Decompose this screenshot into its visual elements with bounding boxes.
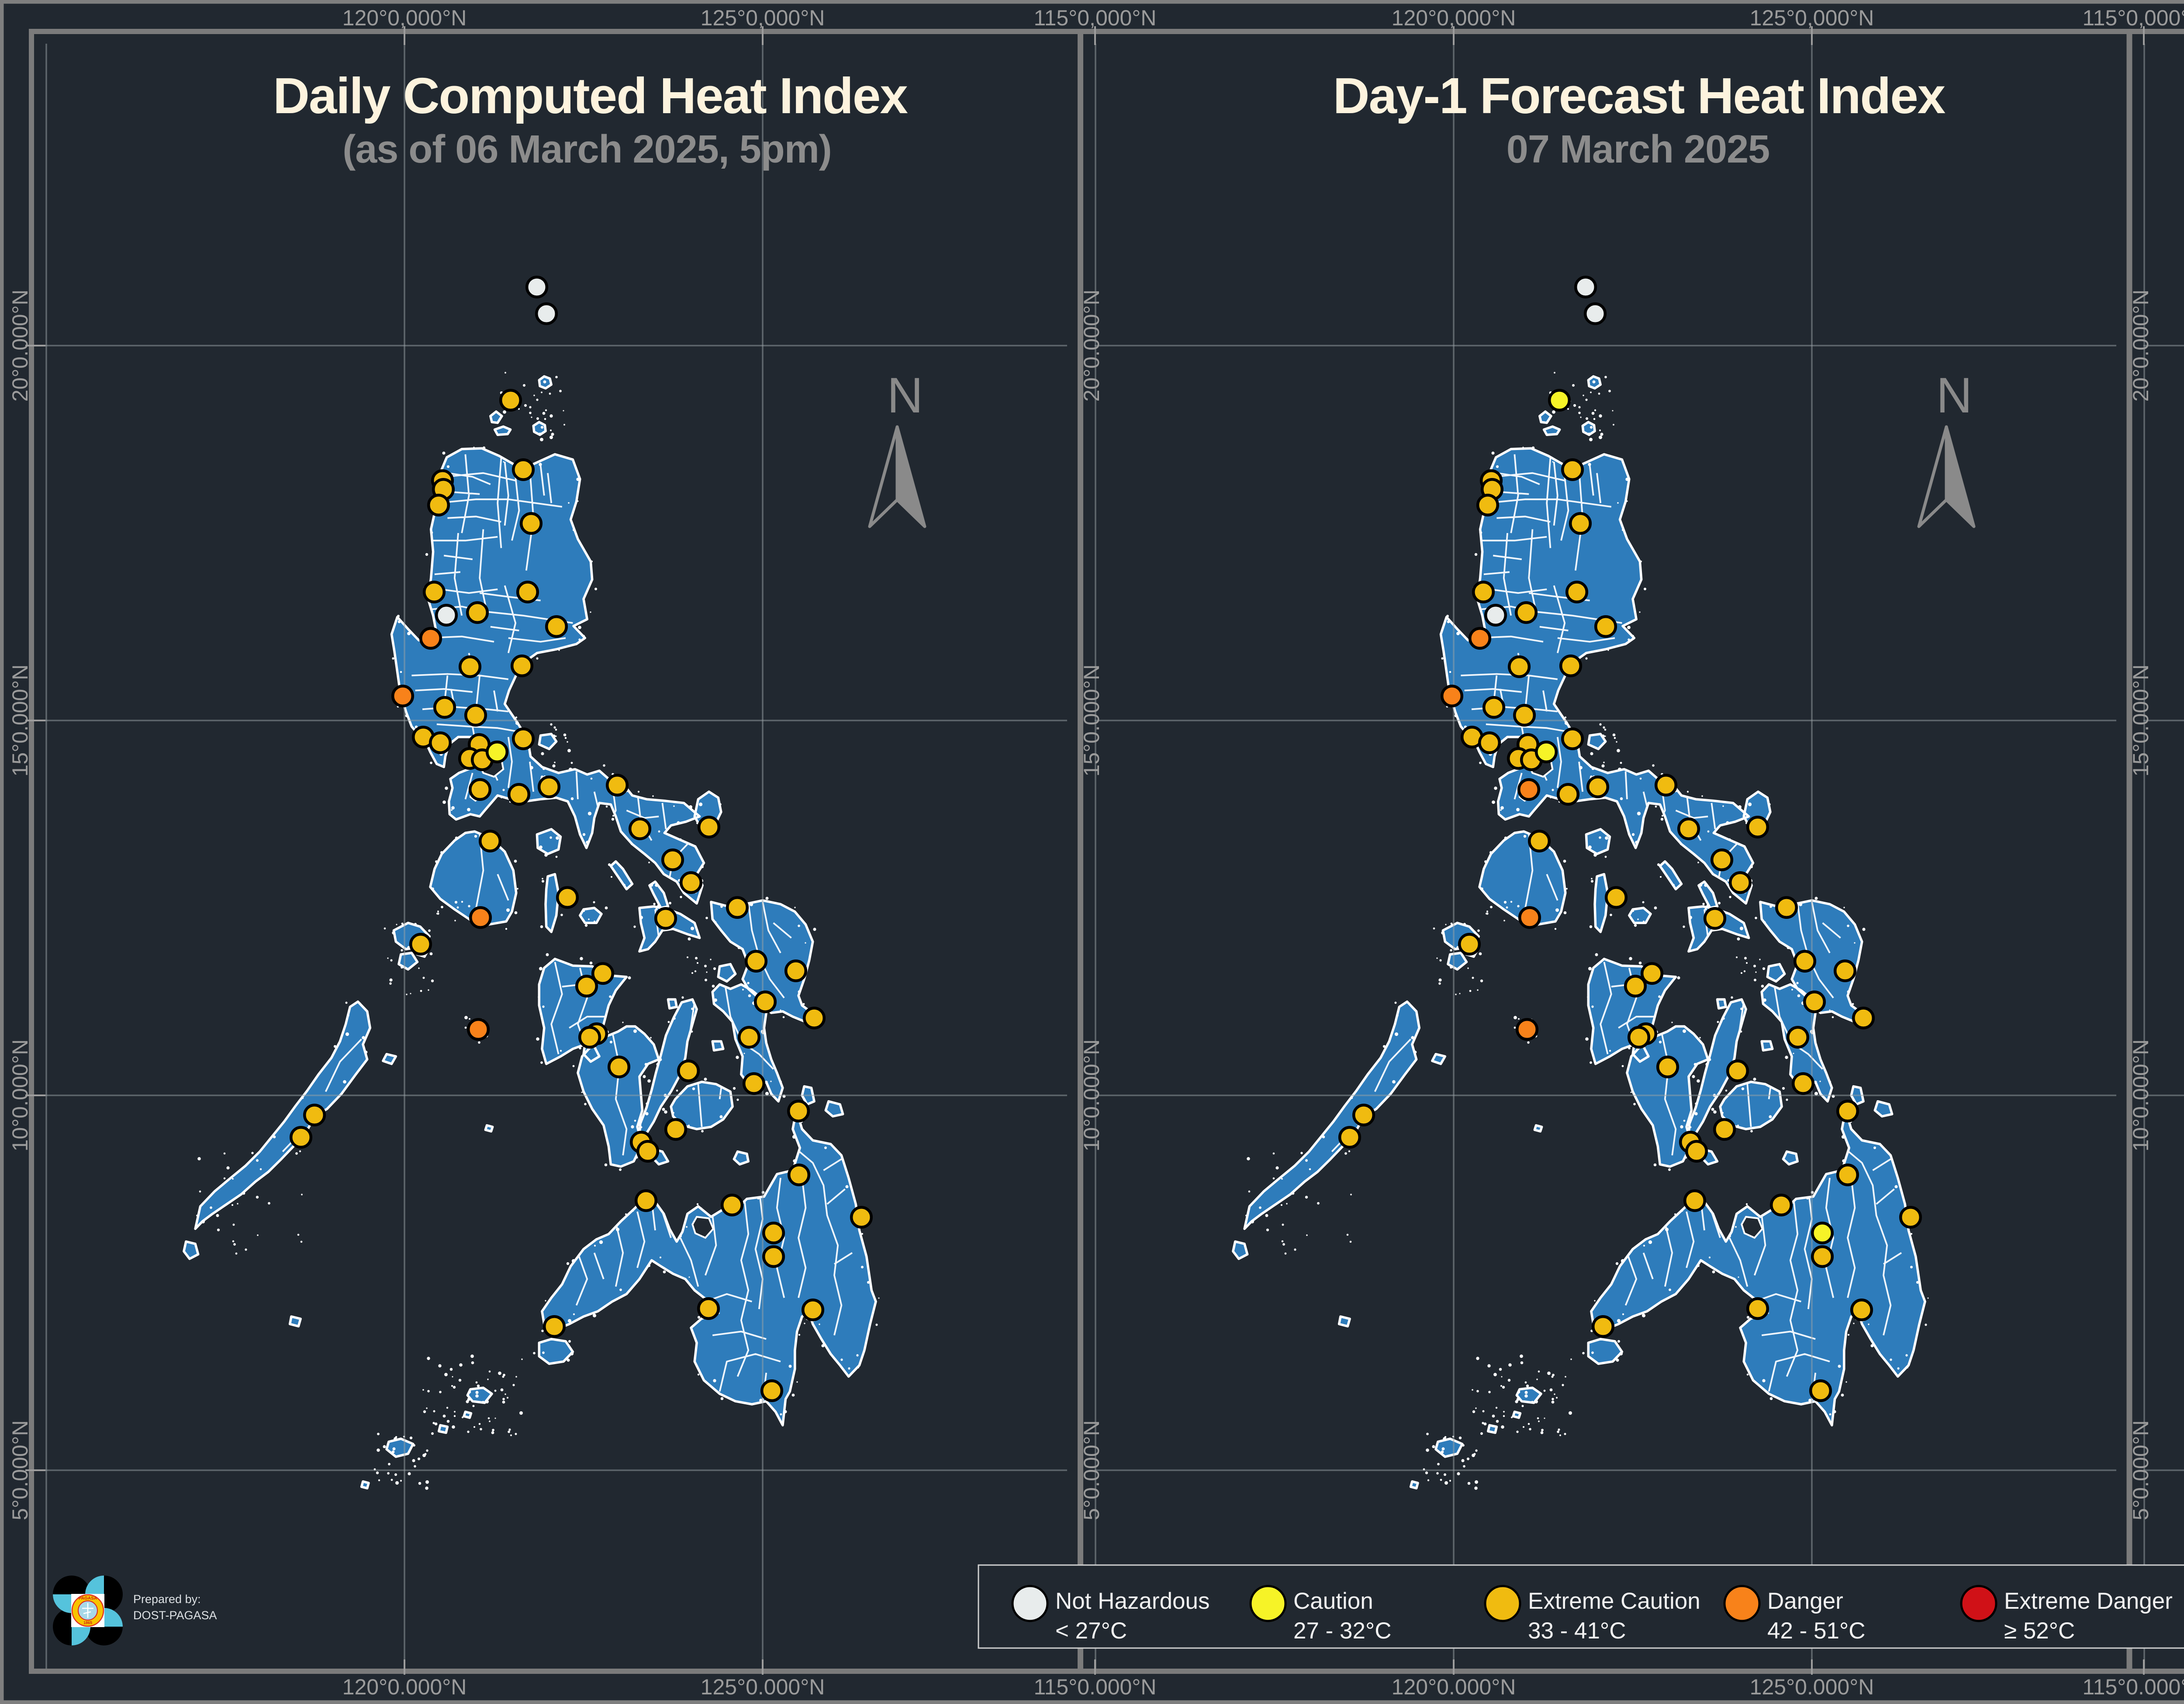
svg-text:125°0.000°N: 125°0.000°N: [701, 1675, 825, 1699]
svg-text:15°0.000°N: 15°0.000°N: [1079, 665, 1104, 777]
svg-text:120°0,000°N: 120°0,000°N: [342, 6, 467, 30]
svg-text:PAGASA: PAGASA: [79, 1596, 97, 1601]
svg-text:07 March 2025: 07 March 2025: [1507, 128, 1769, 171]
svg-text:125°0,000°N: 125°0,000°N: [701, 6, 825, 30]
svg-text:27 - 32°C: 27 - 32°C: [1293, 1618, 1391, 1644]
svg-text:Daily Computed Heat Index: Daily Computed Heat Index: [273, 67, 908, 124]
svg-text:42 - 51°C: 42 - 51°C: [1767, 1618, 1865, 1644]
svg-text:125°0,000°N: 125°0,000°N: [1750, 6, 1874, 30]
svg-text:115°0.000°N: 115°0.000°N: [2083, 1675, 2184, 1699]
svg-text:(as of 06 March 2025, 5pm): (as of 06 March 2025, 5pm): [342, 128, 831, 171]
svg-text:5°0.000°N: 5°0.000°N: [2129, 1420, 2153, 1520]
svg-text:< 27°C: < 27°C: [1055, 1618, 1127, 1644]
svg-text:20°0.000°N: 20°0.000°N: [2129, 290, 2153, 402]
svg-text:Day-1 Forecast Heat Index: Day-1 Forecast Heat Index: [1333, 67, 1946, 124]
svg-text:Extreme Caution: Extreme Caution: [1528, 1588, 1700, 1614]
svg-text:33 - 41°C: 33 - 41°C: [1528, 1618, 1626, 1644]
svg-text:Danger: Danger: [1767, 1588, 1843, 1614]
svg-text:10°0.000°N: 10°0.000°N: [1079, 1039, 1104, 1152]
svg-text:120°0,000°N: 120°0,000°N: [1392, 6, 1516, 30]
svg-text:120°0.000°N: 120°0.000°N: [342, 1675, 467, 1699]
svg-text:Not Hazardous: Not Hazardous: [1055, 1588, 1210, 1614]
svg-text:Caution: Caution: [1293, 1588, 1373, 1614]
svg-text:125°0.000°N: 125°0.000°N: [1750, 1675, 1874, 1699]
svg-text:5°0.000°N: 5°0.000°N: [1079, 1420, 1104, 1520]
svg-text:10°0.000°N: 10°0.000°N: [2129, 1039, 2153, 1152]
svg-text:20°0.000°N: 20°0.000°N: [1079, 290, 1104, 402]
svg-text:115°0,000°N: 115°0,000°N: [1034, 6, 1157, 30]
svg-text:120°0.000°N: 120°0.000°N: [1392, 1675, 1516, 1699]
svg-text:15°0.000°N: 15°0.000°N: [2129, 665, 2153, 777]
svg-text:DOST-PAGASA: DOST-PAGASA: [133, 1609, 217, 1622]
svg-text:Extreme Danger: Extreme Danger: [2004, 1588, 2173, 1614]
svg-text:1865: 1865: [83, 1621, 92, 1625]
svg-text:115°0.000°N: 115°0.000°N: [1034, 1675, 1157, 1699]
svg-text:115°0,000°N: 115°0,000°N: [2083, 6, 2184, 30]
svg-text:Prepared by:: Prepared by:: [133, 1593, 201, 1606]
svg-text:≥ 52°C: ≥ 52°C: [2004, 1618, 2075, 1644]
